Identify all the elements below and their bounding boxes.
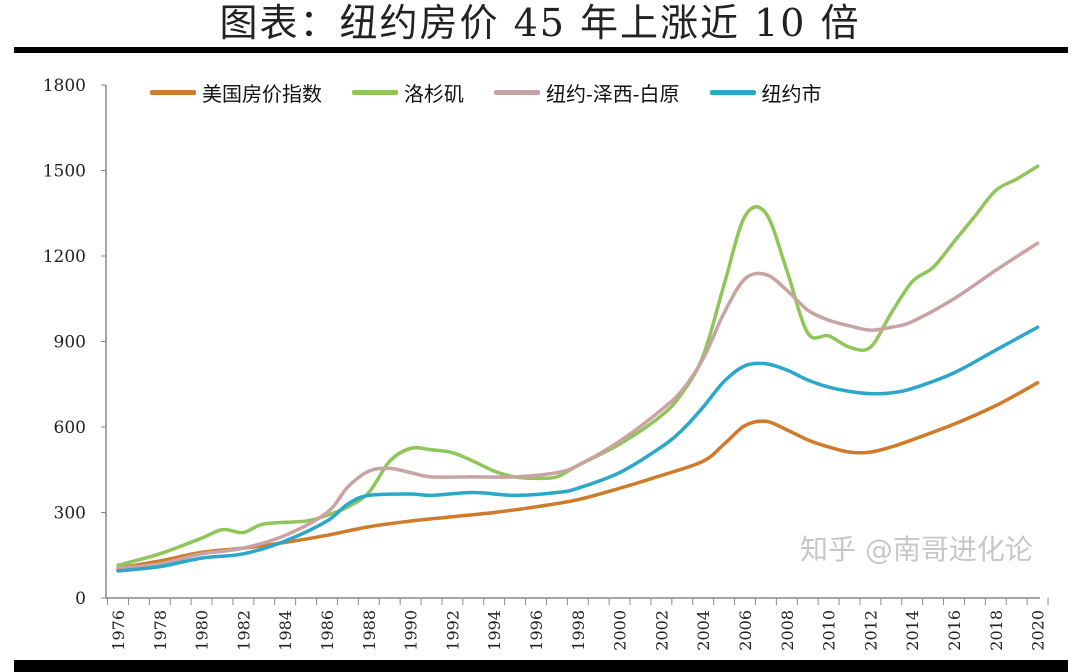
x-tick-label: 2014: [903, 610, 922, 651]
legend-swatch: [494, 90, 540, 95]
title-divider: [14, 47, 1068, 53]
legend-item-la: 洛杉矶: [352, 78, 464, 107]
y-tick-label: 900: [54, 333, 86, 353]
legend-swatch: [352, 90, 398, 95]
legend: 美国房价指数 洛杉矶 纽约-泽西-白原 纽约市: [150, 78, 822, 107]
x-tick-label: 2020: [1029, 610, 1048, 651]
legend-label: 美国房价指数: [202, 82, 322, 106]
legend-item-us: 美国房价指数: [150, 78, 322, 107]
x-tick-label: 1978: [151, 610, 170, 651]
y-tick-label: 0: [75, 589, 86, 609]
chart-title: 图表：纽约房价 45 年上涨近 10 倍: [219, 1, 861, 45]
series-line-2: [116, 241, 1040, 570]
y-tick-label: 1500: [43, 162, 86, 182]
x-tick-label: 1982: [234, 610, 253, 651]
legend-item-ny-metro: 纽约-泽西-白原: [494, 78, 680, 107]
x-tick-label: 1980: [193, 610, 212, 651]
x-tick-label: 2002: [652, 610, 671, 651]
x-tick-label: 1992: [443, 610, 462, 651]
y-tick-label: 1200: [43, 247, 86, 267]
series-line-0: [116, 381, 1040, 570]
legend-swatch: [709, 90, 756, 95]
y-tick-label: 300: [54, 504, 86, 524]
series-line-3: [116, 325, 1040, 573]
bottom-bar: [14, 660, 1068, 672]
x-tick-label: 2012: [861, 610, 880, 651]
legend-swatch: [150, 90, 196, 95]
x-tick-label: 2016: [945, 610, 964, 651]
legend-label: 洛杉矶: [404, 82, 464, 106]
x-tick-label: 2000: [611, 610, 630, 651]
x-tick-label: 1994: [485, 610, 504, 651]
x-tick-label: 2010: [820, 610, 839, 651]
x-tick-label: 1988: [360, 610, 379, 651]
x-tick-label: 1986: [318, 610, 337, 651]
legend-label: 纽约-泽西-白原: [546, 82, 680, 106]
legend-item-nyc: 纽约市: [709, 78, 822, 107]
x-tick-label: 1984: [276, 610, 295, 651]
x-tick-label: 2008: [778, 610, 797, 651]
x-tick-label: 1996: [527, 610, 546, 651]
legend-label: 纽约市: [761, 82, 822, 106]
x-tick-label: 1976: [109, 610, 128, 651]
x-tick-label: 1998: [569, 610, 588, 651]
watermark: 知乎 @南哥进化论: [800, 533, 1033, 566]
x-tick-label: 1990: [402, 610, 421, 651]
series-line-1: [116, 164, 1040, 567]
x-tick-label: 2004: [694, 610, 713, 651]
y-tick-label: 1800: [43, 76, 86, 96]
y-tick-label: 600: [54, 418, 86, 438]
x-tick-label: 2018: [987, 610, 1006, 651]
x-tick-label: 2006: [736, 610, 755, 651]
